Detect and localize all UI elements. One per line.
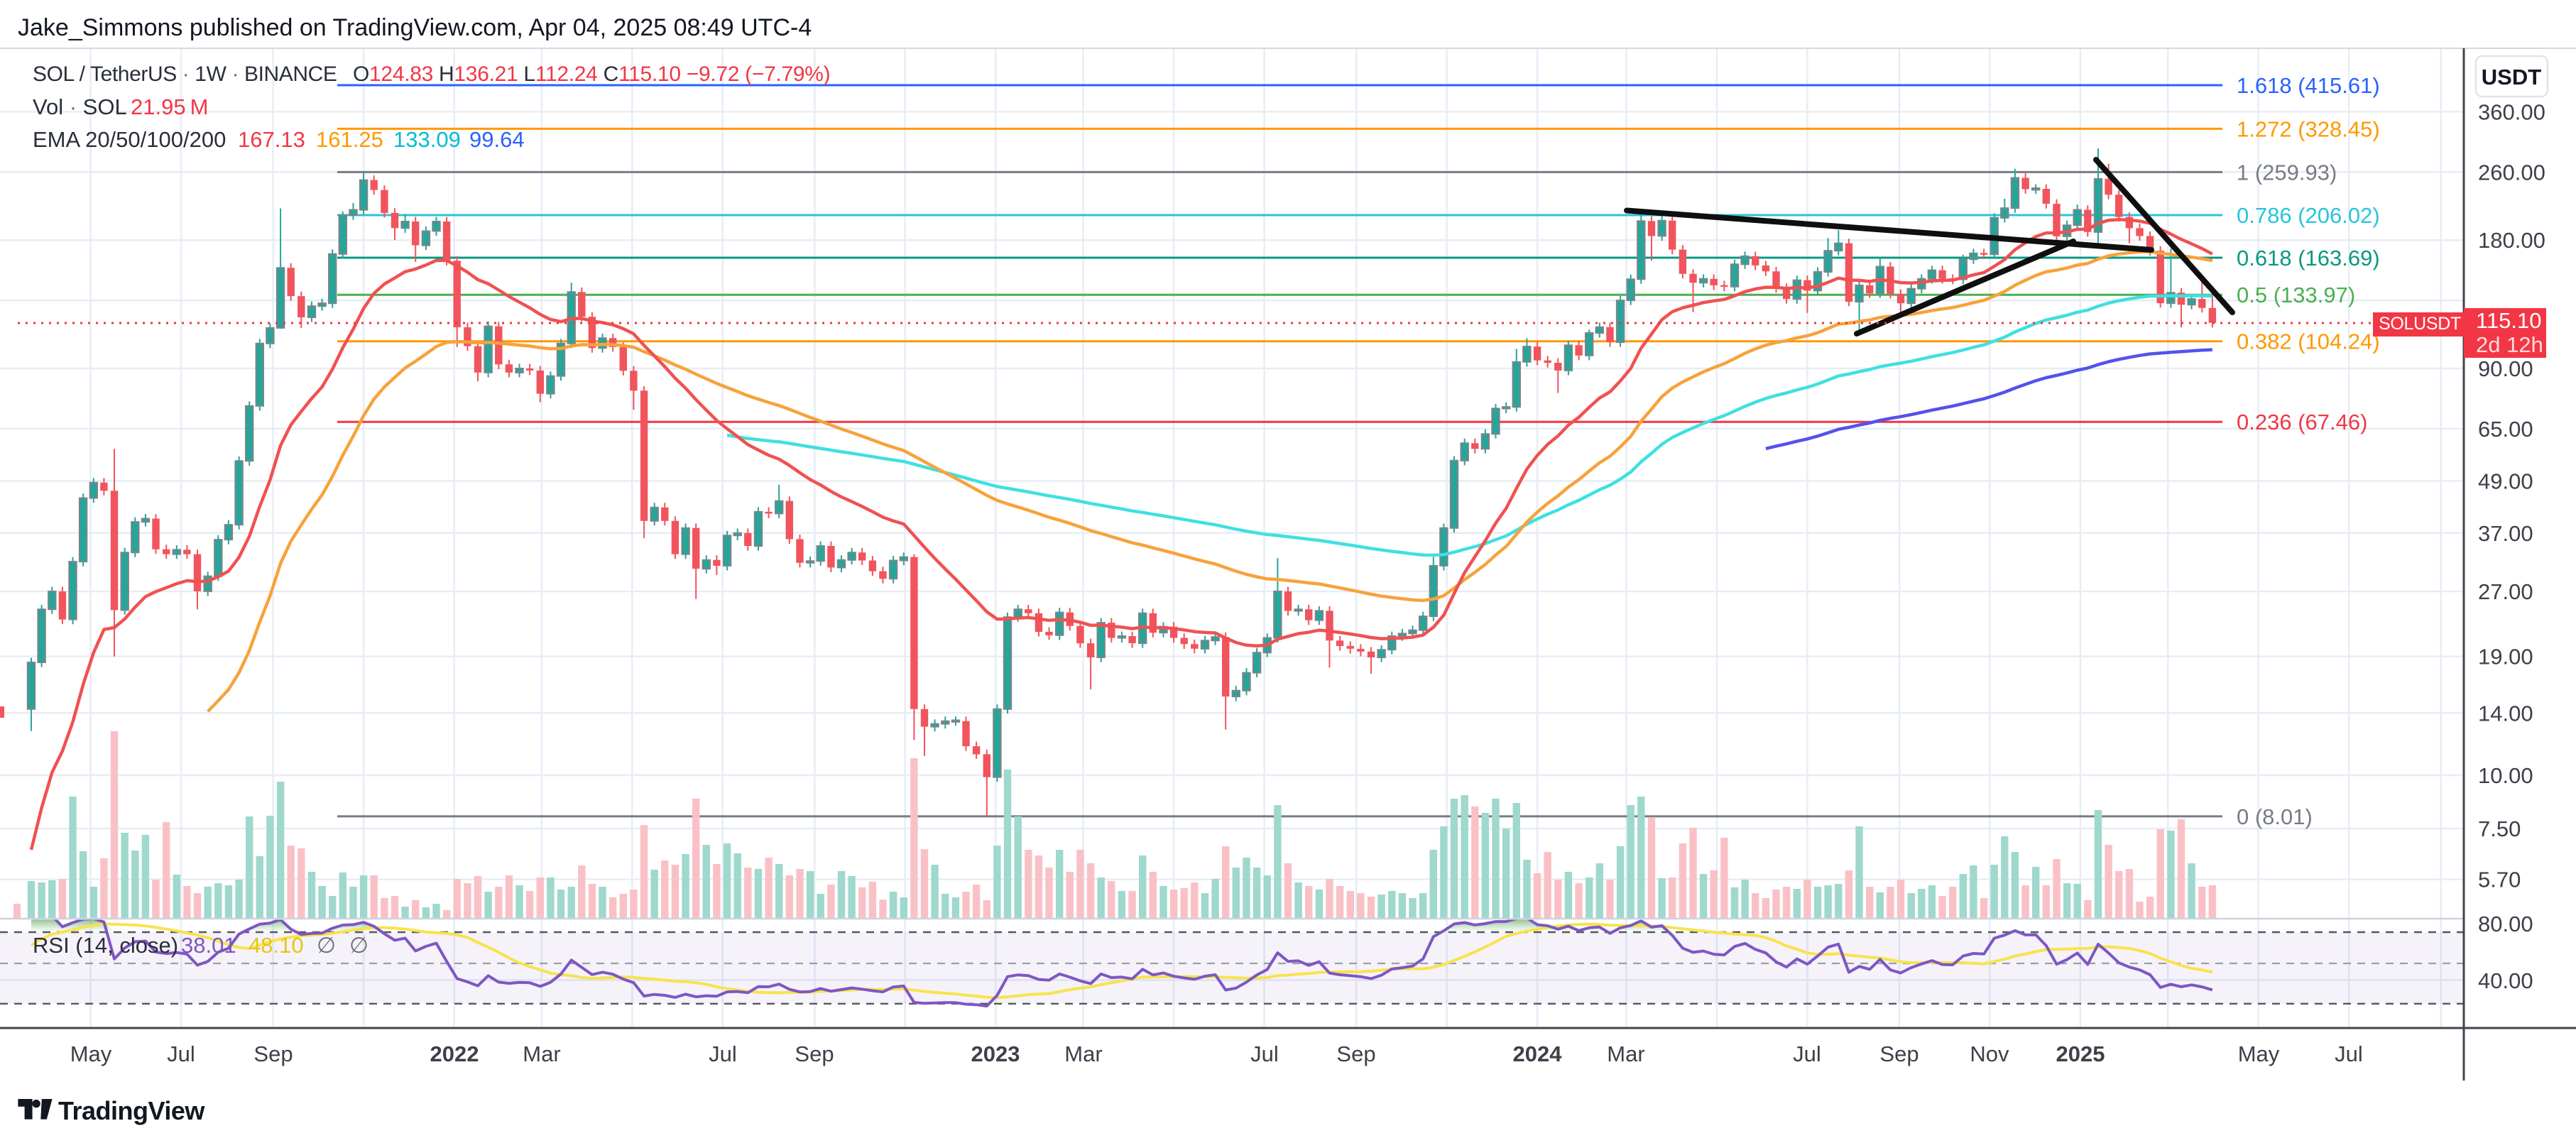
svg-text:Sep: Sep — [1336, 1041, 1375, 1066]
svg-text:0.618 (163.69): 0.618 (163.69) — [2237, 246, 2380, 270]
svg-text:RSI (14, close): RSI (14, close) — [33, 933, 178, 958]
svg-text:TradingView: TradingView — [58, 1096, 205, 1125]
svg-text:48.10: 48.10 — [249, 933, 304, 958]
svg-text:10.00: 10.00 — [2478, 763, 2533, 788]
svg-text:49.00: 49.00 — [2478, 469, 2533, 494]
svg-text:0.786 (206.02): 0.786 (206.02) — [2237, 203, 2380, 228]
svg-text:27.00: 27.00 — [2478, 579, 2533, 604]
svg-text:260.00: 260.00 — [2478, 160, 2545, 185]
svg-text:SOL / TetherUS · 1W · BINANCE: SOL / TetherUS · 1W · BINANCE — [33, 62, 337, 86]
svg-text:115.10: 115.10 — [2476, 308, 2542, 333]
svg-text:80.00: 80.00 — [2478, 912, 2533, 936]
svg-text:2d 12h: 2d 12h — [2476, 332, 2543, 357]
svg-text:O124.83 H136.21 L112.24 C11: O124.83 H136.21 L112.24 C115.10 −9.72 (−… — [353, 62, 830, 86]
svg-text:360.00: 360.00 — [2478, 99, 2545, 124]
svg-text:65.00: 65.00 — [2478, 417, 2533, 442]
svg-text:0 (8.01): 0 (8.01) — [2237, 804, 2313, 829]
svg-text:∅: ∅ — [317, 933, 336, 958]
svg-text:2025: 2025 — [2056, 1041, 2105, 1066]
svg-text:1 (259.93): 1 (259.93) — [2237, 160, 2337, 185]
svg-text:May: May — [70, 1041, 112, 1066]
svg-text:Nov: Nov — [1970, 1041, 2009, 1066]
svg-text:May: May — [2238, 1041, 2280, 1066]
svg-text:1.272 (328.45): 1.272 (328.45) — [2237, 116, 2380, 141]
svg-text:14.00: 14.00 — [2478, 701, 2533, 726]
svg-text:99.64: 99.64 — [469, 127, 525, 152]
svg-text:0.236 (67.46): 0.236 (67.46) — [2237, 410, 2367, 434]
svg-text:Jul: Jul — [709, 1041, 737, 1066]
svg-text:1.618 (415.61): 1.618 (415.61) — [2237, 73, 2380, 98]
svg-text:Mar: Mar — [1064, 1041, 1102, 1066]
svg-text:∅: ∅ — [349, 933, 369, 958]
svg-text:5.70: 5.70 — [2478, 868, 2521, 892]
svg-text:0.5 (133.97): 0.5 (133.97) — [2237, 283, 2355, 307]
svg-text:37.00: 37.00 — [2478, 521, 2533, 546]
svg-text:2023: 2023 — [971, 1041, 1020, 1066]
svg-text:7.50: 7.50 — [2478, 816, 2521, 841]
svg-text:2024: 2024 — [1513, 1041, 1563, 1066]
svg-text:Jul: Jul — [1250, 1041, 1279, 1066]
svg-text:0.382 (104.24): 0.382 (104.24) — [2237, 329, 2380, 354]
svg-text:Mar: Mar — [523, 1041, 560, 1066]
svg-text:19.00: 19.00 — [2478, 645, 2533, 669]
svg-text:Sep: Sep — [253, 1041, 293, 1066]
svg-text:SOLUSDT: SOLUSDT — [2379, 314, 2461, 334]
svg-text:USDT: USDT — [2482, 65, 2541, 89]
svg-text:40.00: 40.00 — [2478, 968, 2533, 993]
svg-text:167.13: 167.13 — [238, 127, 305, 152]
svg-text:EMA 20/50/100/200: EMA 20/50/100/200 — [33, 127, 226, 152]
svg-text:133.09: 133.09 — [393, 127, 461, 152]
svg-text:Jul: Jul — [1793, 1041, 1821, 1066]
svg-text:Jake_Simmons published on Trad: Jake_Simmons published on TradingView.co… — [18, 14, 812, 41]
svg-text:Sep: Sep — [795, 1041, 834, 1066]
svg-text:180.00: 180.00 — [2478, 228, 2545, 253]
svg-text:90.00: 90.00 — [2478, 356, 2533, 381]
svg-text:38.01: 38.01 — [181, 933, 236, 958]
svg-text:161.25: 161.25 — [316, 127, 383, 152]
svg-text:Jul: Jul — [2335, 1041, 2363, 1066]
svg-text:Sep: Sep — [1879, 1041, 1919, 1066]
svg-text:21.95M: 21.95 M — [131, 94, 208, 119]
svg-text:Jul: Jul — [167, 1041, 195, 1066]
svg-text:Mar: Mar — [1607, 1041, 1644, 1066]
svg-text:Vol · SOL: Vol · SOL — [33, 94, 127, 119]
svg-text:2022: 2022 — [430, 1041, 479, 1066]
